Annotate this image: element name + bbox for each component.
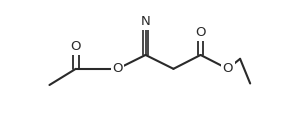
Text: O: O: [70, 40, 81, 53]
Text: O: O: [195, 26, 206, 39]
Text: N: N: [141, 15, 151, 28]
Text: O: O: [222, 62, 233, 75]
Text: O: O: [112, 62, 123, 75]
